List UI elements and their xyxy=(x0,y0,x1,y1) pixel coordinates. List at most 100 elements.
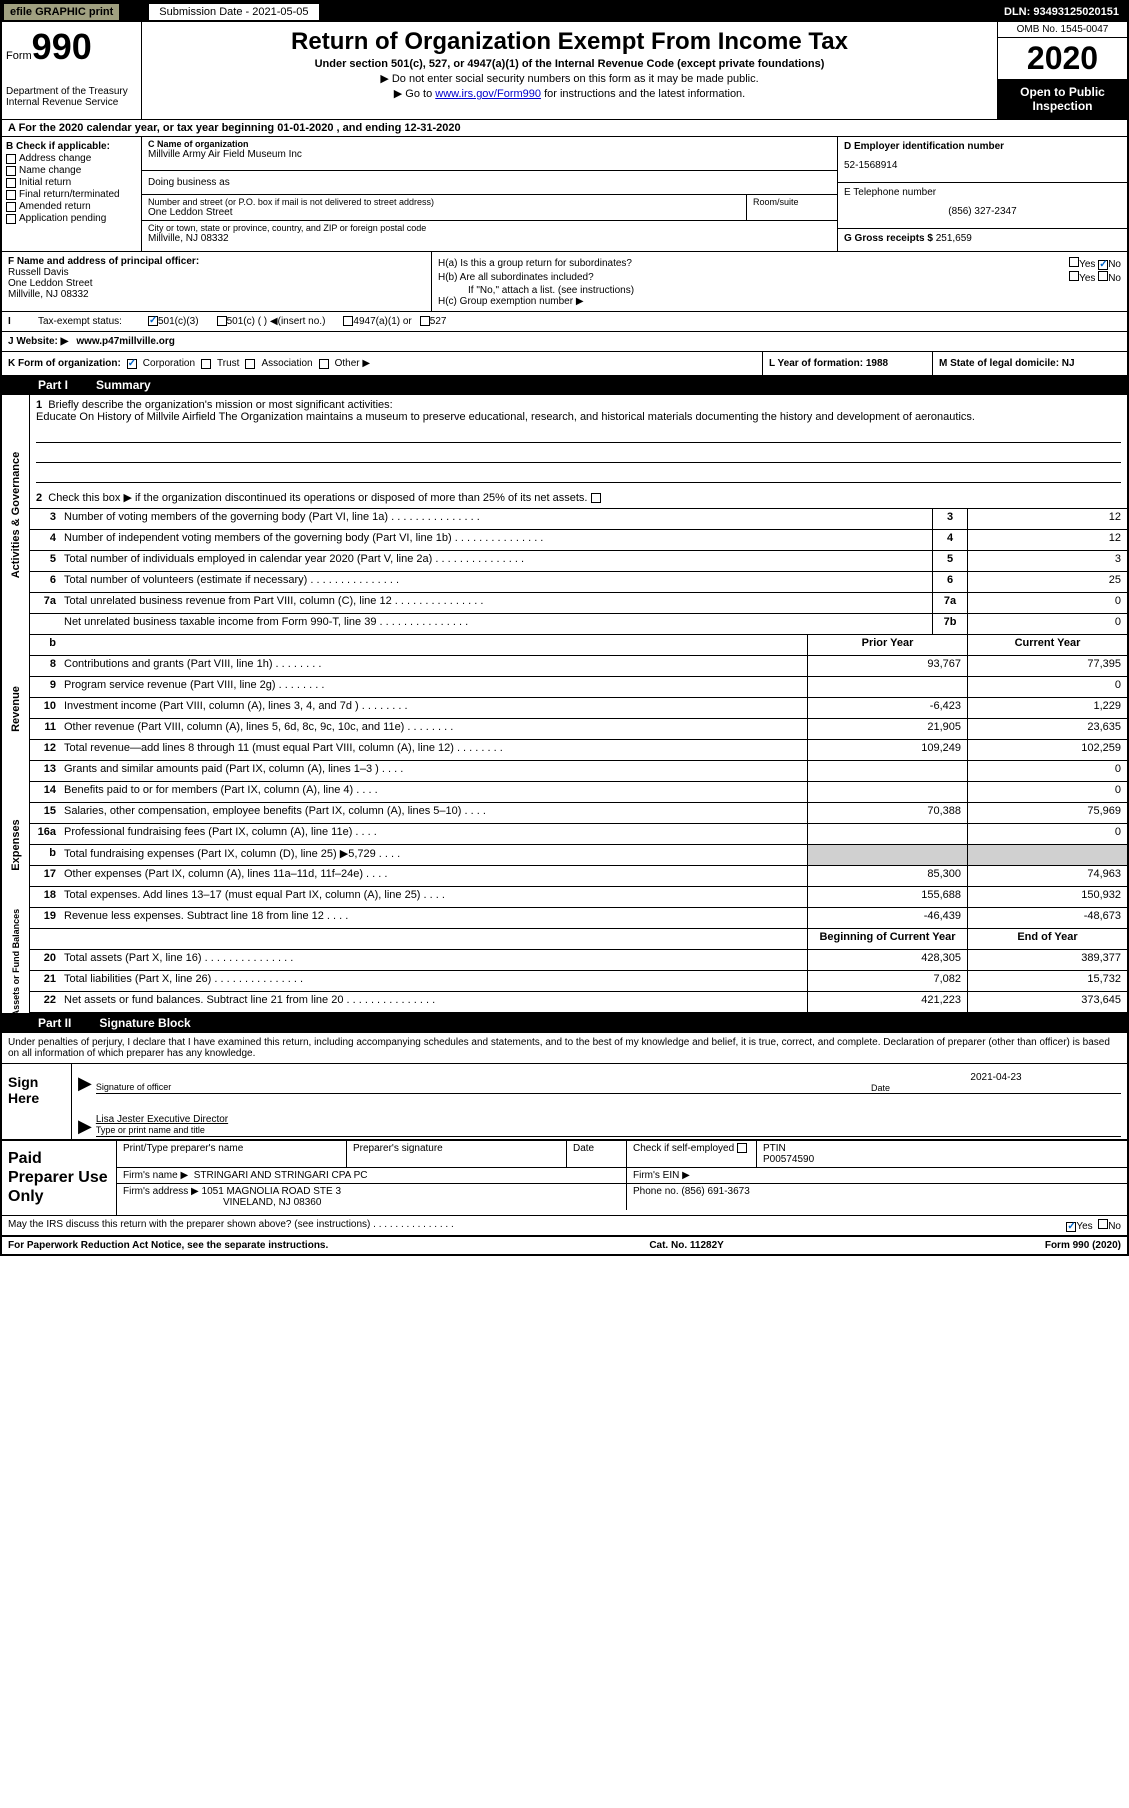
section-j: J Website: ▶ www.p47millville.org xyxy=(2,331,1127,351)
exp-label: Expenses xyxy=(2,761,30,929)
discuss-row: May the IRS discuss this return with the… xyxy=(2,1215,1127,1235)
form-ref: Form 990 (2020) xyxy=(1045,1240,1121,1251)
checkbox-address-change[interactable] xyxy=(6,154,16,164)
summary-row: bTotal fundraising expenses (Part IX, co… xyxy=(30,845,1127,866)
org-name: Millville Army Air Field Museum Inc xyxy=(148,149,831,160)
part-1-header: Part I Summary xyxy=(2,375,1127,395)
summary-row: 14Benefits paid to or for members (Part … xyxy=(30,782,1127,803)
checkbox-discuss-yes[interactable] xyxy=(1066,1222,1076,1232)
checkbox-hb-no[interactable] xyxy=(1098,271,1108,281)
checkbox-self-employed[interactable] xyxy=(737,1143,747,1153)
end-year-hdr: End of Year xyxy=(967,929,1127,949)
checkbox-discontinued[interactable] xyxy=(591,493,601,503)
checkbox-trust[interactable] xyxy=(201,359,211,369)
checkbox-hb-yes[interactable] xyxy=(1069,271,1079,281)
gov-label: Activities & Governance xyxy=(2,395,30,635)
prep-name-label: Print/Type preparer's name xyxy=(117,1141,347,1167)
part-2-header: Part II Signature Block xyxy=(2,1013,1127,1033)
preparer-label: Paid Preparer Use Only xyxy=(2,1141,117,1215)
checkbox-501c3[interactable] xyxy=(148,316,158,326)
current-year-hdr: Current Year xyxy=(967,635,1127,655)
q1-label: Briefly describe the organization's miss… xyxy=(48,399,392,411)
section-k: K Form of organization: Corporation Trus… xyxy=(2,352,762,375)
net-label: Net Assets or Fund Balances xyxy=(2,929,30,1013)
department: Department of the Treasury Internal Reve… xyxy=(6,86,137,108)
summary-row: 5Total number of individuals employed in… xyxy=(30,551,1127,572)
summary-row: 7aTotal unrelated business revenue from … xyxy=(30,593,1127,614)
checkbox-final-return[interactable] xyxy=(6,190,16,200)
section-c-city: City or town, state or province, country… xyxy=(142,221,837,246)
prep-sig-label: Preparer's signature xyxy=(347,1141,567,1167)
summary-row: 22Net assets or fund balances. Subtract … xyxy=(30,992,1127,1013)
section-c-suite: Room/suite xyxy=(747,195,837,221)
form-label: Form xyxy=(6,50,32,62)
section-e: E Telephone number (856) 327-2347 xyxy=(838,183,1127,229)
summary-row: Net unrelated business taxable income fr… xyxy=(30,614,1127,635)
topbar: efile GRAPHIC print Submission Date - 20… xyxy=(2,2,1127,22)
gross-receipts-value: 251,659 xyxy=(936,233,972,244)
form-subtitle: Under section 501(c), 527, or 4947(a)(1)… xyxy=(146,58,993,70)
street-value: One Leddon Street xyxy=(148,207,740,218)
irs-link[interactable]: www.irs.gov/Form990 xyxy=(435,88,541,100)
officer-street: One Leddon Street xyxy=(8,278,425,289)
firm-phone: Phone no. (856) 691-3673 xyxy=(627,1184,1127,1210)
summary-row: 10Investment income (Part VIII, column (… xyxy=(30,698,1127,719)
checkbox-initial-return[interactable] xyxy=(6,178,16,188)
summary-row: 13Grants and similar amounts paid (Part … xyxy=(30,761,1127,782)
paperwork-notice: For Paperwork Reduction Act Notice, see … xyxy=(2,1235,1127,1254)
section-m: M State of legal domicile: NJ xyxy=(932,352,1127,375)
sig-date-field: 2021-04-23 Date xyxy=(871,1070,1121,1094)
sig-officer-field[interactable]: Signature of officer xyxy=(96,1066,871,1094)
section-b-label: B Check if applicable: xyxy=(6,141,137,152)
checkbox-pending[interactable] xyxy=(6,214,16,224)
q2-text: Check this box ▶ if the organization dis… xyxy=(48,492,587,504)
summary-row: 21Total liabilities (Part X, line 26)7,0… xyxy=(30,971,1127,992)
arrow-icon: ▶ xyxy=(78,1073,92,1094)
rev-label: Revenue xyxy=(2,656,30,761)
section-h: H(a) Is this a group return for subordin… xyxy=(432,252,1127,311)
section-c-dba: Doing business as xyxy=(142,171,837,195)
form-header: Form990 Department of the Treasury Inter… xyxy=(2,22,1127,120)
section-c-name: C Name of organization Millville Army Ai… xyxy=(142,137,837,171)
checkbox-name-change[interactable] xyxy=(6,166,16,176)
omb-number: OMB No. 1545-0047 xyxy=(998,22,1127,38)
checkbox-other[interactable] xyxy=(319,359,329,369)
phone-value: (856) 327-2347 xyxy=(844,206,1121,217)
firm-addr: Firm's address ▶ 1051 MAGNOLIA ROAD STE … xyxy=(117,1184,627,1210)
summary-row: 19Revenue less expenses. Subtract line 1… xyxy=(30,908,1127,929)
section-i: I Tax-exempt status: 501(c)(3) 501(c) ( … xyxy=(2,311,1127,331)
inspection-badge: Open to Public Inspection xyxy=(998,79,1127,119)
section-b: B Check if applicable: Address change Na… xyxy=(2,137,142,251)
summary-row: 11Other revenue (Part VIII, column (A), … xyxy=(30,719,1127,740)
section-f: F Name and address of principal officer:… xyxy=(2,252,432,311)
tax-year: 2020 xyxy=(998,38,1127,79)
summary-row: 20Total assets (Part X, line 16)428,3053… xyxy=(30,950,1127,971)
efile-badge[interactable]: efile GRAPHIC print xyxy=(4,4,119,20)
submission-date: Submission Date - 2021-05-05 xyxy=(149,4,318,20)
checkbox-assoc[interactable] xyxy=(245,359,255,369)
checkbox-amended[interactable] xyxy=(6,202,16,212)
checkbox-discuss-no[interactable] xyxy=(1098,1219,1108,1229)
form-title: Return of Organization Exempt From Incom… xyxy=(146,28,993,56)
checkbox-527[interactable] xyxy=(420,316,430,326)
instruction-1: ▶ Do not enter social security numbers o… xyxy=(146,72,993,85)
checkbox-501c[interactable] xyxy=(217,316,227,326)
summary-row: 18Total expenses. Add lines 13–17 (must … xyxy=(30,887,1127,908)
section-d: D Employer identification number 52-1568… xyxy=(838,137,1127,183)
officer-name: Russell Davis xyxy=(8,267,425,278)
website-value: www.p47millville.org xyxy=(76,336,175,347)
section-c-street: Number and street (or P.O. box if mail i… xyxy=(142,195,747,221)
checkbox-ha-yes[interactable] xyxy=(1069,257,1079,267)
checkbox-ha-no[interactable] xyxy=(1098,260,1108,270)
firm-ein: Firm's EIN ▶ xyxy=(627,1168,1127,1183)
cat-no: Cat. No. 11282Y xyxy=(649,1240,723,1251)
summary-row: 4Number of independent voting members of… xyxy=(30,530,1127,551)
prep-self-employed: Check if self-employed xyxy=(627,1141,757,1167)
sig-name-field: Lisa Jester Executive Director Type or p… xyxy=(96,1098,1121,1137)
instruction-2: ▶ Go to www.irs.gov/Form990 for instruct… xyxy=(146,87,993,100)
perjury-text: Under penalties of perjury, I declare th… xyxy=(2,1033,1127,1063)
dln: DLN: 93493125020151 xyxy=(1004,6,1125,18)
checkbox-4947[interactable] xyxy=(343,316,353,326)
firm-name: Firm's name ▶ STRINGARI AND STRINGARI CP… xyxy=(117,1168,627,1183)
checkbox-corp[interactable] xyxy=(127,359,137,369)
